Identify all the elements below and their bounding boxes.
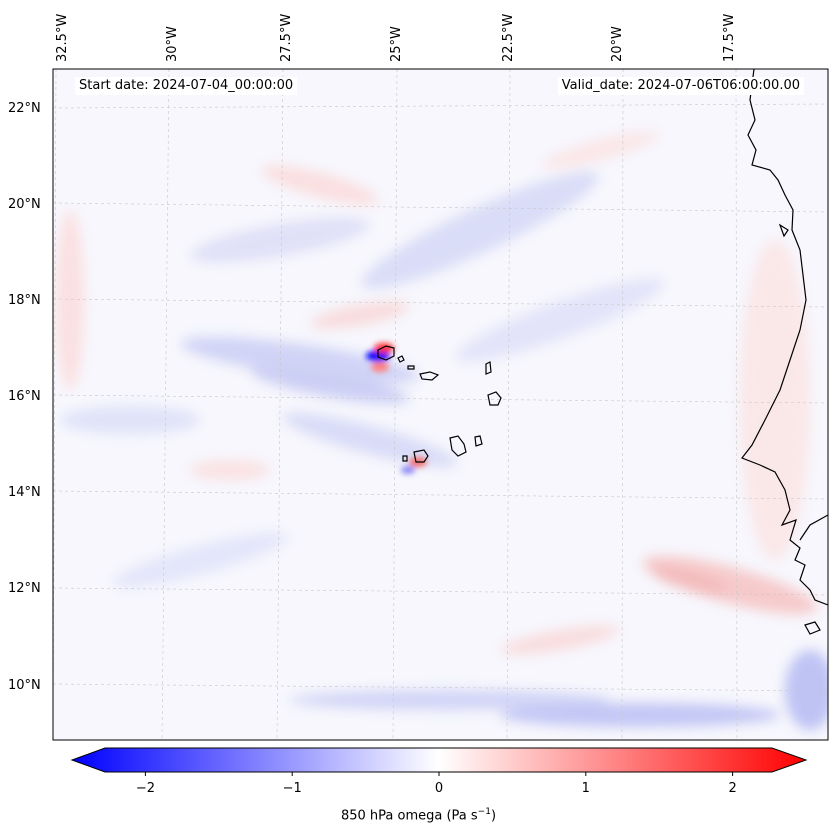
lat-label: 22°N — [8, 101, 41, 116]
valid-date-label: Valid_date: 2024-07-06T06:00:00.00 — [557, 77, 804, 95]
lat-label: 12°N — [8, 581, 41, 596]
lat-label: 20°N — [8, 197, 41, 212]
colorbar-ticks: −2 −1 0 1 2 — [136, 772, 737, 796]
colorbar-label-exponent: −1 — [477, 807, 491, 817]
colorbar-tick-label: 2 — [728, 781, 736, 796]
colorbar-label: 850 hPa omega (Pa s−1) — [0, 807, 837, 823]
longitude-labels: 32.5°W 30°W 27.5°W 25°W 22.5°W 20°W 17.5… — [55, 14, 737, 62]
lon-label: 27.5°W — [279, 14, 294, 62]
latitude-labels: 22°N 20°N 18°N 16°N 14°N 12°N 10°N — [8, 101, 41, 693]
colorbar-label-text: 850 hPa omega (Pa s — [340, 808, 478, 824]
lon-label: 20°W — [610, 26, 625, 62]
colorbar-tick-label: −2 — [136, 781, 155, 796]
colorbar-label-close: ) — [490, 808, 497, 824]
lat-label: 10°N — [8, 678, 41, 693]
colorbar-tick-label: 1 — [582, 781, 590, 796]
lat-label: 14°N — [8, 485, 41, 500]
coastlines — [377, 69, 828, 635]
colorbar-tick-label: 0 — [435, 781, 443, 796]
map-frame — [52, 68, 829, 741]
omega-field — [53, 69, 828, 740]
colorbar: −2 −1 0 1 2 — [70, 747, 808, 796]
colorbar-bar — [70, 747, 808, 773]
lon-label: 30°W — [165, 26, 180, 62]
lon-label: 32.5°W — [55, 14, 70, 62]
lat-label: 16°N — [8, 389, 41, 404]
start-date-label: Start date: 2024-07-04_00:00:00 — [75, 77, 298, 95]
lon-label: 17.5°W — [722, 14, 737, 62]
lat-label: 18°N — [8, 293, 41, 308]
lon-label: 25°W — [389, 26, 404, 62]
colorbar-tick-label: −1 — [283, 781, 302, 796]
lon-label: 22.5°W — [501, 14, 516, 62]
